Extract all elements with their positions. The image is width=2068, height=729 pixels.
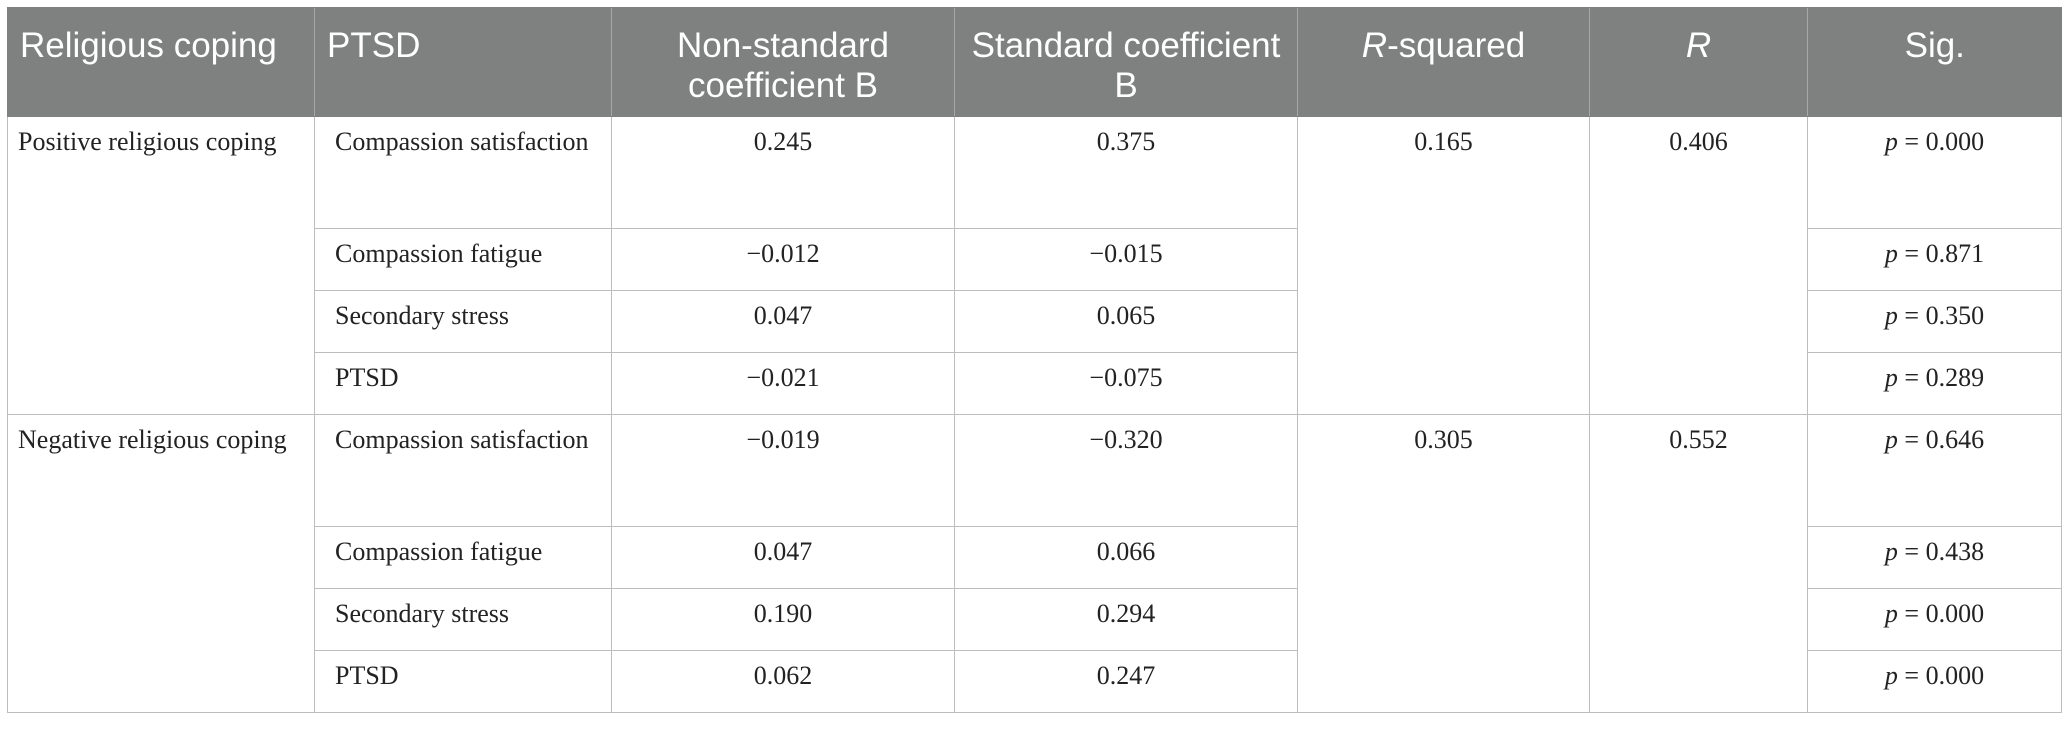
table-row: Secondary stress 0.190 0.294 p = 0.000 [8,588,2062,651]
table-row: Negative religious coping Compassion sat… [7,414,2062,713]
r-cell: 0.552 [1589,414,1808,713]
sig-cell: p = 0.289 [1807,352,2062,415]
ptsd-cell: Secondary stress [314,290,612,353]
r-cell: 0.406 [1589,116,1808,415]
table-row: Compassion fatigue 0.047 0.066 p = 0.438 [8,526,2062,589]
ptsd-cell: Compassion fatigue [314,526,612,589]
non-standard-cell: 0.047 [611,290,955,353]
header-r-squared-italic: R [1361,26,1388,65]
standard-cell: 0.247 [954,650,1298,713]
header-standard-coefficient: Standard coefficient B [954,7,1298,117]
header-sig: Sig. [1807,7,2062,117]
sig-cell: p = 0.350 [1807,290,2062,353]
ptsd-cell: PTSD [314,352,612,415]
p-symbol: p [1884,363,1898,392]
p-symbol: p [1884,127,1898,156]
header-r-squared: R-squared [1297,7,1590,117]
p-symbol: p [1884,425,1898,454]
ptsd-cell: Compassion satisfaction [314,116,612,229]
header-row: Religious coping PTSD Non-standard coeff… [7,7,2062,117]
header-non-standard-coefficient: Non-standard coefficient B [611,7,955,117]
non-standard-cell: −0.012 [611,228,955,291]
sig-value: = 0.000 [1904,599,1985,628]
sig-cell: p = 0.000 [1807,116,2062,229]
sig-value: = 0.646 [1904,425,1985,454]
regression-table-container: Religious coping PTSD Non-standard coeff… [7,7,2062,713]
sig-cell: p = 0.000 [1807,650,2062,713]
non-standard-cell: 0.062 [611,650,955,713]
sig-value: = 0.289 [1904,363,1985,392]
ptsd-cell: Compassion satisfaction [314,414,612,527]
sig-cell: p = 0.646 [1807,414,2062,527]
r-squared-cell: 0.305 [1297,414,1590,713]
sig-value: = 0.350 [1904,301,1985,330]
table-row: PTSD 0.062 0.247 p = 0.000 [8,650,2062,713]
sig-value: = 0.000 [1904,661,1985,690]
header-r-squared-rest: -squared [1387,26,1526,65]
header-r: R [1589,7,1808,117]
table-row: Positive religious coping Compassion sat… [7,116,2062,415]
p-symbol: p [1884,537,1898,566]
ptsd-cell: PTSD [314,650,612,713]
ptsd-cell: Compassion fatigue [314,228,612,291]
sig-value: = 0.438 [1904,537,1985,566]
p-symbol: p [1884,239,1898,268]
standard-cell: 0.294 [954,588,1298,651]
non-standard-cell: 0.047 [611,526,955,589]
standard-cell: −0.320 [954,414,1298,527]
standard-cell: 0.066 [954,526,1298,589]
non-standard-cell: 0.245 [611,116,955,229]
table-row: Secondary stress 0.047 0.065 p = 0.350 [8,290,2062,353]
standard-cell: 0.065 [954,290,1298,353]
non-standard-cell: 0.190 [611,588,955,651]
sig-cell: p = 0.000 [1807,588,2062,651]
sig-value: = 0.871 [1904,239,1985,268]
p-symbol: p [1884,661,1898,690]
non-standard-cell: −0.019 [611,414,955,527]
ptsd-cell: Secondary stress [314,588,612,651]
group-label-negative: Negative religious coping [7,414,315,713]
sig-value: = 0.000 [1904,127,1985,156]
sig-cell: p = 0.871 [1807,228,2062,291]
standard-cell: 0.375 [954,116,1298,229]
r-squared-cell: 0.165 [1297,116,1590,415]
table-row: PTSD −0.021 −0.075 p = 0.289 [8,352,2062,415]
non-standard-cell: −0.021 [611,352,955,415]
p-symbol: p [1884,301,1898,330]
group-label-positive: Positive religious coping [7,116,315,415]
p-symbol: p [1884,599,1898,628]
header-ptsd: PTSD [314,7,612,117]
regression-table: Religious coping PTSD Non-standard coeff… [7,7,2062,713]
standard-cell: −0.075 [954,352,1298,415]
header-r-italic: R [1685,26,1712,65]
standard-cell: −0.015 [954,228,1298,291]
sig-cell: p = 0.438 [1807,526,2062,589]
header-religious-coping: Religious coping [7,7,315,117]
